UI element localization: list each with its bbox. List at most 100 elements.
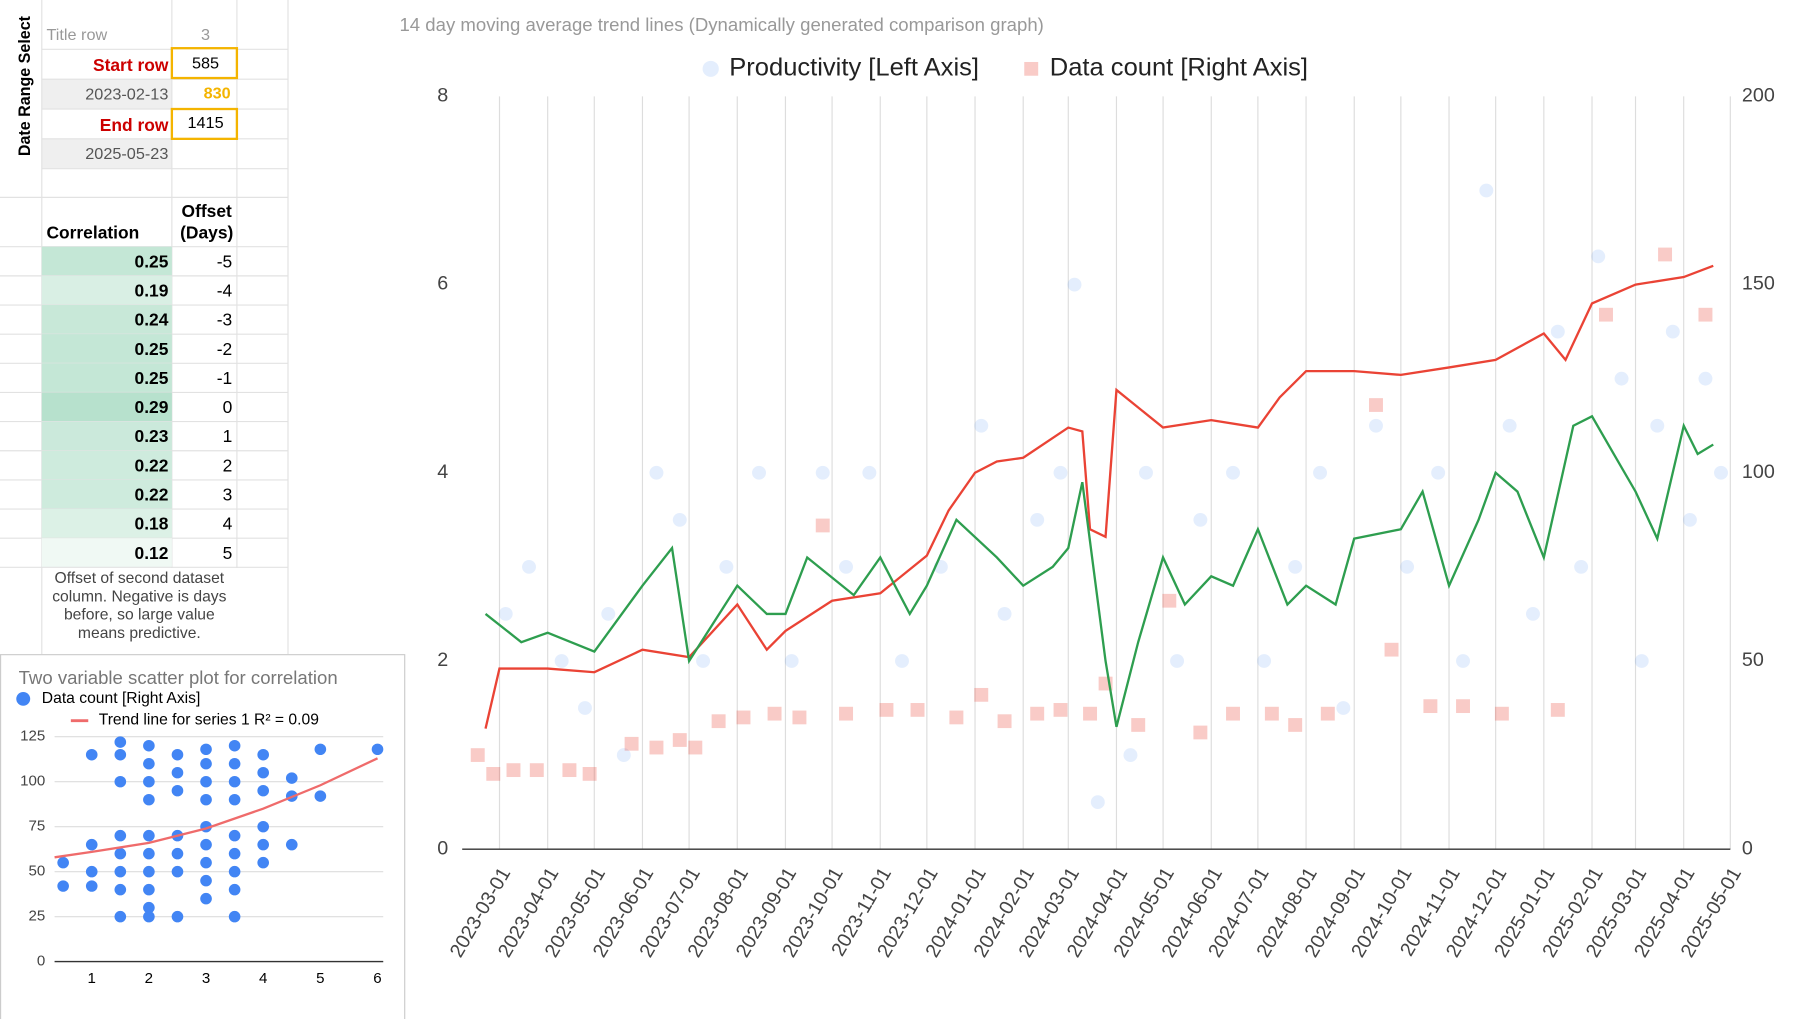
- point: [171, 910, 184, 923]
- value: 830: [204, 84, 231, 102]
- point: [143, 883, 155, 896]
- point: [696, 654, 711, 668]
- cell-bg: [41, 421, 172, 451]
- y2-tick-label: 50: [1742, 649, 1764, 671]
- point: [506, 763, 521, 778]
- offset: 3: [223, 485, 233, 505]
- point: [974, 418, 989, 433]
- point: [171, 766, 184, 779]
- legend-marker: [702, 60, 719, 77]
- point: [143, 775, 155, 788]
- cell-bg: [41, 450, 172, 480]
- point: [1264, 706, 1279, 721]
- point: [1714, 465, 1728, 480]
- cell-bg: [41, 334, 172, 364]
- y2-tick-label: 150: [1742, 273, 1775, 295]
- input-cell[interactable]: [170, 47, 239, 80]
- point: [672, 733, 687, 747]
- point: [1456, 654, 1470, 668]
- point: [862, 465, 877, 480]
- point: [1288, 718, 1303, 732]
- cell-bg: [41, 79, 172, 110]
- chart-title: 14 day moving average trend lines (Dynam…: [399, 14, 1043, 35]
- point: [1614, 371, 1629, 386]
- side-label: Date Range Select: [16, 15, 34, 156]
- point: [839, 559, 854, 574]
- offset: -5: [217, 251, 232, 271]
- point: [815, 518, 830, 533]
- point: [1550, 703, 1565, 717]
- point: [752, 465, 766, 480]
- note-box: Offset of second dataset column. Negativ…: [52, 569, 226, 641]
- point: [1665, 324, 1680, 339]
- scatter-panel: [0, 654, 406, 1024]
- point: [486, 767, 501, 781]
- point: [85, 748, 98, 761]
- point: [1591, 249, 1606, 264]
- point: [711, 714, 726, 729]
- point: [228, 829, 241, 842]
- point: [997, 714, 1012, 729]
- cell-bg: [41, 392, 172, 422]
- label: Start row: [93, 55, 169, 75]
- point: [143, 739, 155, 752]
- point: [1030, 512, 1045, 527]
- point: [1423, 699, 1438, 714]
- point: [200, 874, 212, 887]
- point: [200, 856, 212, 869]
- legend-label: Data count [Right Axis]: [1050, 54, 1308, 82]
- point: [114, 883, 127, 896]
- correlation: 0.25: [135, 368, 169, 388]
- cell-bg: [41, 138, 172, 169]
- point: [114, 865, 127, 878]
- y2-tick-label: 0: [1742, 837, 1753, 859]
- cell-bg: [41, 275, 172, 306]
- point: [228, 793, 241, 806]
- point: [672, 512, 687, 527]
- point: [257, 820, 270, 833]
- trend-line: [54, 757, 379, 859]
- point: [314, 790, 327, 802]
- point: [649, 740, 664, 755]
- point: [1131, 718, 1146, 732]
- offset: -1: [217, 368, 232, 388]
- cell-bg: [41, 363, 172, 393]
- y-tick-label: 0: [37, 953, 45, 970]
- input-cell[interactable]: [170, 107, 239, 140]
- point: [562, 763, 577, 778]
- point: [371, 743, 384, 756]
- point: [1320, 706, 1335, 721]
- offset: 4: [223, 514, 233, 534]
- legend-label: Productivity [Left Axis]: [729, 54, 979, 82]
- y2-tick-label: 200: [1742, 85, 1775, 107]
- point: [1257, 654, 1272, 668]
- x-tick-label: 6: [373, 970, 381, 987]
- point: [498, 607, 513, 621]
- point: [1650, 418, 1665, 433]
- point: [143, 865, 155, 878]
- point: [85, 865, 98, 878]
- y-tick-label: 125: [20, 728, 45, 745]
- point: [1288, 559, 1303, 574]
- point: [1456, 699, 1470, 714]
- legend-marker: [1024, 61, 1039, 76]
- offset: -4: [217, 281, 233, 301]
- cell-bg: [41, 305, 172, 335]
- point: [200, 892, 212, 905]
- point: [1502, 418, 1517, 433]
- point: [114, 847, 127, 860]
- point: [529, 763, 544, 778]
- date: 2023-02-13: [85, 86, 168, 104]
- correlation: 0.23: [135, 426, 169, 446]
- legend-marker: [16, 691, 31, 706]
- point: [1030, 706, 1045, 721]
- point: [1162, 593, 1177, 608]
- point: [228, 883, 241, 896]
- point: [200, 775, 212, 788]
- point: [85, 880, 98, 892]
- point: [1494, 706, 1509, 721]
- x-tick-label: 3: [202, 970, 210, 987]
- point: [1698, 307, 1713, 322]
